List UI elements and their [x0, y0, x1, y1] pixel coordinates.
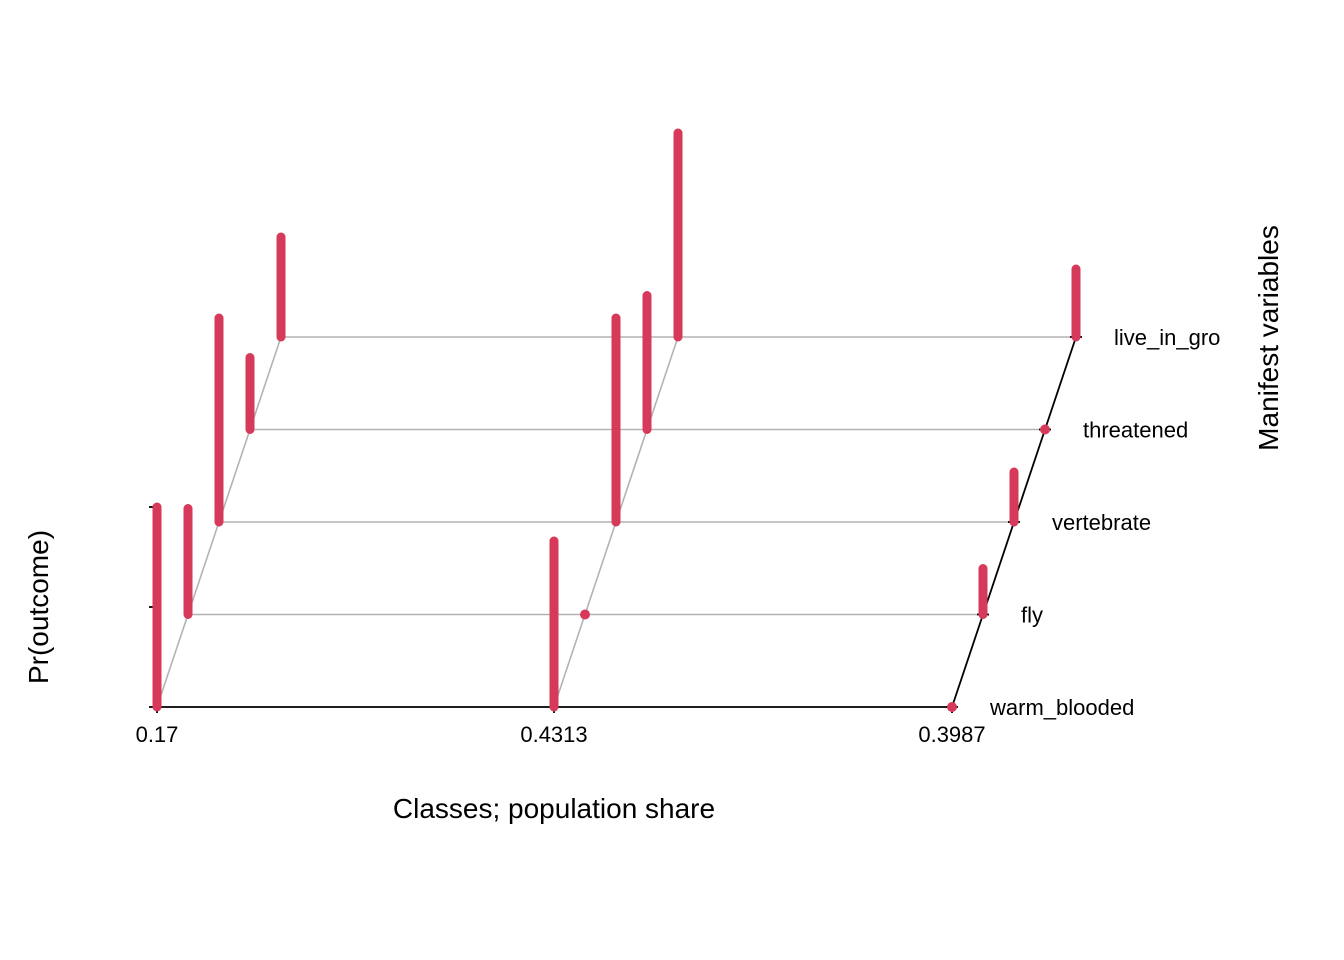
- x-tick-label: 0.3987: [918, 722, 985, 747]
- bar-point: [947, 702, 957, 712]
- bar-point: [1040, 424, 1050, 435]
- x-axis-title: Classes; population share: [393, 793, 715, 824]
- y-axis-title: Pr(outcome): [23, 530, 54, 684]
- variable-label: warm_blooded: [989, 695, 1134, 720]
- variable-label: vertebrate: [1052, 510, 1151, 535]
- variable-label: live_in_gro: [1114, 325, 1220, 350]
- x-tick-label: 0.4313: [520, 722, 587, 747]
- bar-point: [580, 609, 590, 620]
- variable-label: fly: [1021, 603, 1043, 628]
- x-tick-label: 0.17: [136, 722, 179, 747]
- variable-label: threatened: [1083, 418, 1188, 443]
- bars: [152, 128, 1081, 712]
- z-axis-title: Manifest variables: [1253, 225, 1284, 451]
